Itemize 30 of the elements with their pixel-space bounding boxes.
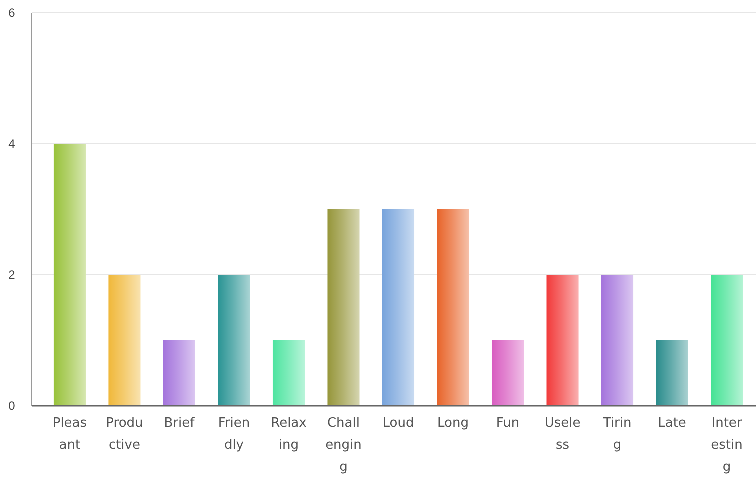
bar — [602, 275, 634, 406]
bar — [272, 340, 306, 406]
x-tick-label: Challenging — [326, 416, 362, 475]
x-tick-label: Interesting — [711, 416, 743, 475]
y-tick-label: 4 — [8, 137, 16, 151]
x-tick-label: Loud — [382, 416, 414, 431]
x-tick-label: Fun — [496, 416, 520, 431]
x-tick-label: Long — [438, 416, 469, 431]
bar — [328, 210, 360, 406]
y-tick-label: 6 — [8, 6, 16, 20]
y-tick-label: 0 — [8, 399, 16, 413]
bar — [163, 340, 196, 406]
x-tick-label: Tiring — [602, 416, 632, 453]
bar — [54, 144, 86, 406]
x-tick-label: Useless — [544, 416, 581, 453]
y-tick-label: 2 — [8, 268, 16, 282]
bar — [546, 275, 579, 406]
x-tick-label: Relaxing — [271, 416, 308, 453]
x-tick-label: Brief — [164, 416, 196, 431]
x-tick-label: Productive — [106, 416, 144, 453]
bar — [218, 275, 250, 406]
bar — [492, 340, 524, 406]
bar — [656, 340, 688, 406]
x-tick-label: Late — [658, 416, 686, 431]
bar — [382, 210, 415, 406]
bar — [437, 210, 470, 406]
bar — [711, 275, 744, 406]
x-tick-label: Pleasant — [52, 416, 88, 453]
x-tick-label: Friendly — [218, 416, 250, 453]
bar — [108, 275, 141, 406]
